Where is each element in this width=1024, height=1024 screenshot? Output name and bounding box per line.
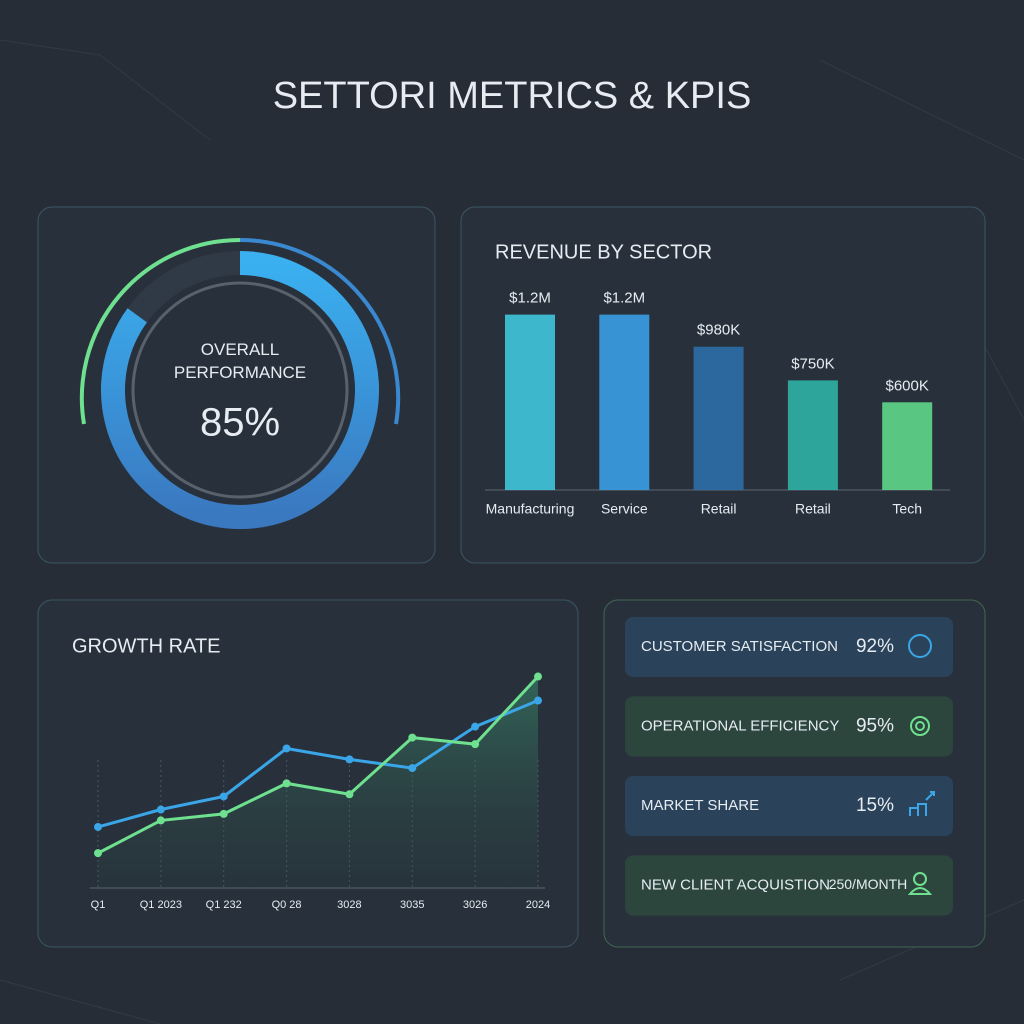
x-tick-label: Q0 28: [272, 899, 302, 911]
x-tick-label: Q1: [91, 899, 106, 911]
kpi-card: [625, 776, 953, 836]
value-label: $1.2M: [603, 290, 645, 307]
kpi-value: 92%: [856, 636, 894, 657]
line: [97, 699, 539, 829]
x-tick-label: 3028: [337, 899, 361, 911]
point: [408, 764, 417, 773]
point: [282, 779, 291, 788]
point: [219, 792, 228, 801]
point: [282, 744, 291, 753]
kpi-value: 15%: [856, 795, 894, 816]
point: [219, 809, 228, 818]
kpi-icons: [907, 634, 935, 895]
point: [534, 672, 542, 681]
bar: [787, 380, 838, 490]
gauge-inner: [131, 281, 349, 499]
kpi-card: [625, 617, 953, 677]
x-tick-label: Service: [601, 501, 648, 517]
kpi-card: [625, 696, 953, 757]
kpi-card: [625, 855, 953, 916]
decor-arc: [79, 237, 241, 425]
gauge-value: 85%: [200, 401, 280, 445]
x-tick-label: 2024: [526, 899, 550, 911]
value-label: $600K: [886, 377, 929, 394]
bar: [599, 314, 650, 490]
bar: [505, 314, 555, 490]
point: [534, 696, 542, 705]
kpi-value: 250/MONTH: [829, 876, 908, 892]
gauge-label: OVERALL PERFORMANCE: [173, 340, 307, 382]
point: [408, 733, 417, 742]
point: [345, 755, 354, 764]
value-label: $1.2M: [509, 290, 551, 307]
x-tick-label: 3035: [400, 899, 424, 911]
x-tick-label: Retail: [795, 501, 831, 517]
x-tick-label: 3026: [463, 899, 487, 911]
kpi-label: NEW CLIENT ACQUISTION: [641, 876, 830, 893]
chart-title: GROWTH RATE: [72, 635, 221, 657]
decor-arc: [239, 237, 401, 425]
x-tick-label: Q1 232: [206, 899, 242, 911]
value-label: $750K: [791, 355, 834, 372]
point: [156, 816, 165, 825]
x-tick-label: Manufacturing: [486, 501, 575, 517]
kpi-label: MARKET SHARE: [641, 797, 759, 814]
x-tick-label: Q1 2023: [140, 899, 182, 911]
kpi-value: 95%: [856, 716, 894, 737]
page-title: SETTORI METRICS & KPIS: [273, 75, 752, 117]
point: [156, 805, 165, 814]
kpi-label: OPERATIONAL EFFICIENCY: [641, 717, 839, 734]
kpi-label: CUSTOMER SATISFACTION: [641, 638, 838, 655]
bar: [882, 402, 933, 490]
point: [471, 722, 480, 731]
x-tick-label: Tech: [892, 501, 922, 517]
point: [94, 822, 102, 831]
bar: [693, 346, 744, 490]
point: [471, 740, 480, 749]
value-label: $980K: [697, 322, 740, 339]
point: [94, 849, 102, 858]
x-tick-label: Retail: [701, 501, 737, 517]
chart-title: REVENUE BY SECTOR: [495, 241, 712, 263]
point: [345, 790, 354, 799]
gauge-arc: [101, 251, 379, 529]
area: [98, 676, 538, 888]
line: [97, 675, 540, 855]
